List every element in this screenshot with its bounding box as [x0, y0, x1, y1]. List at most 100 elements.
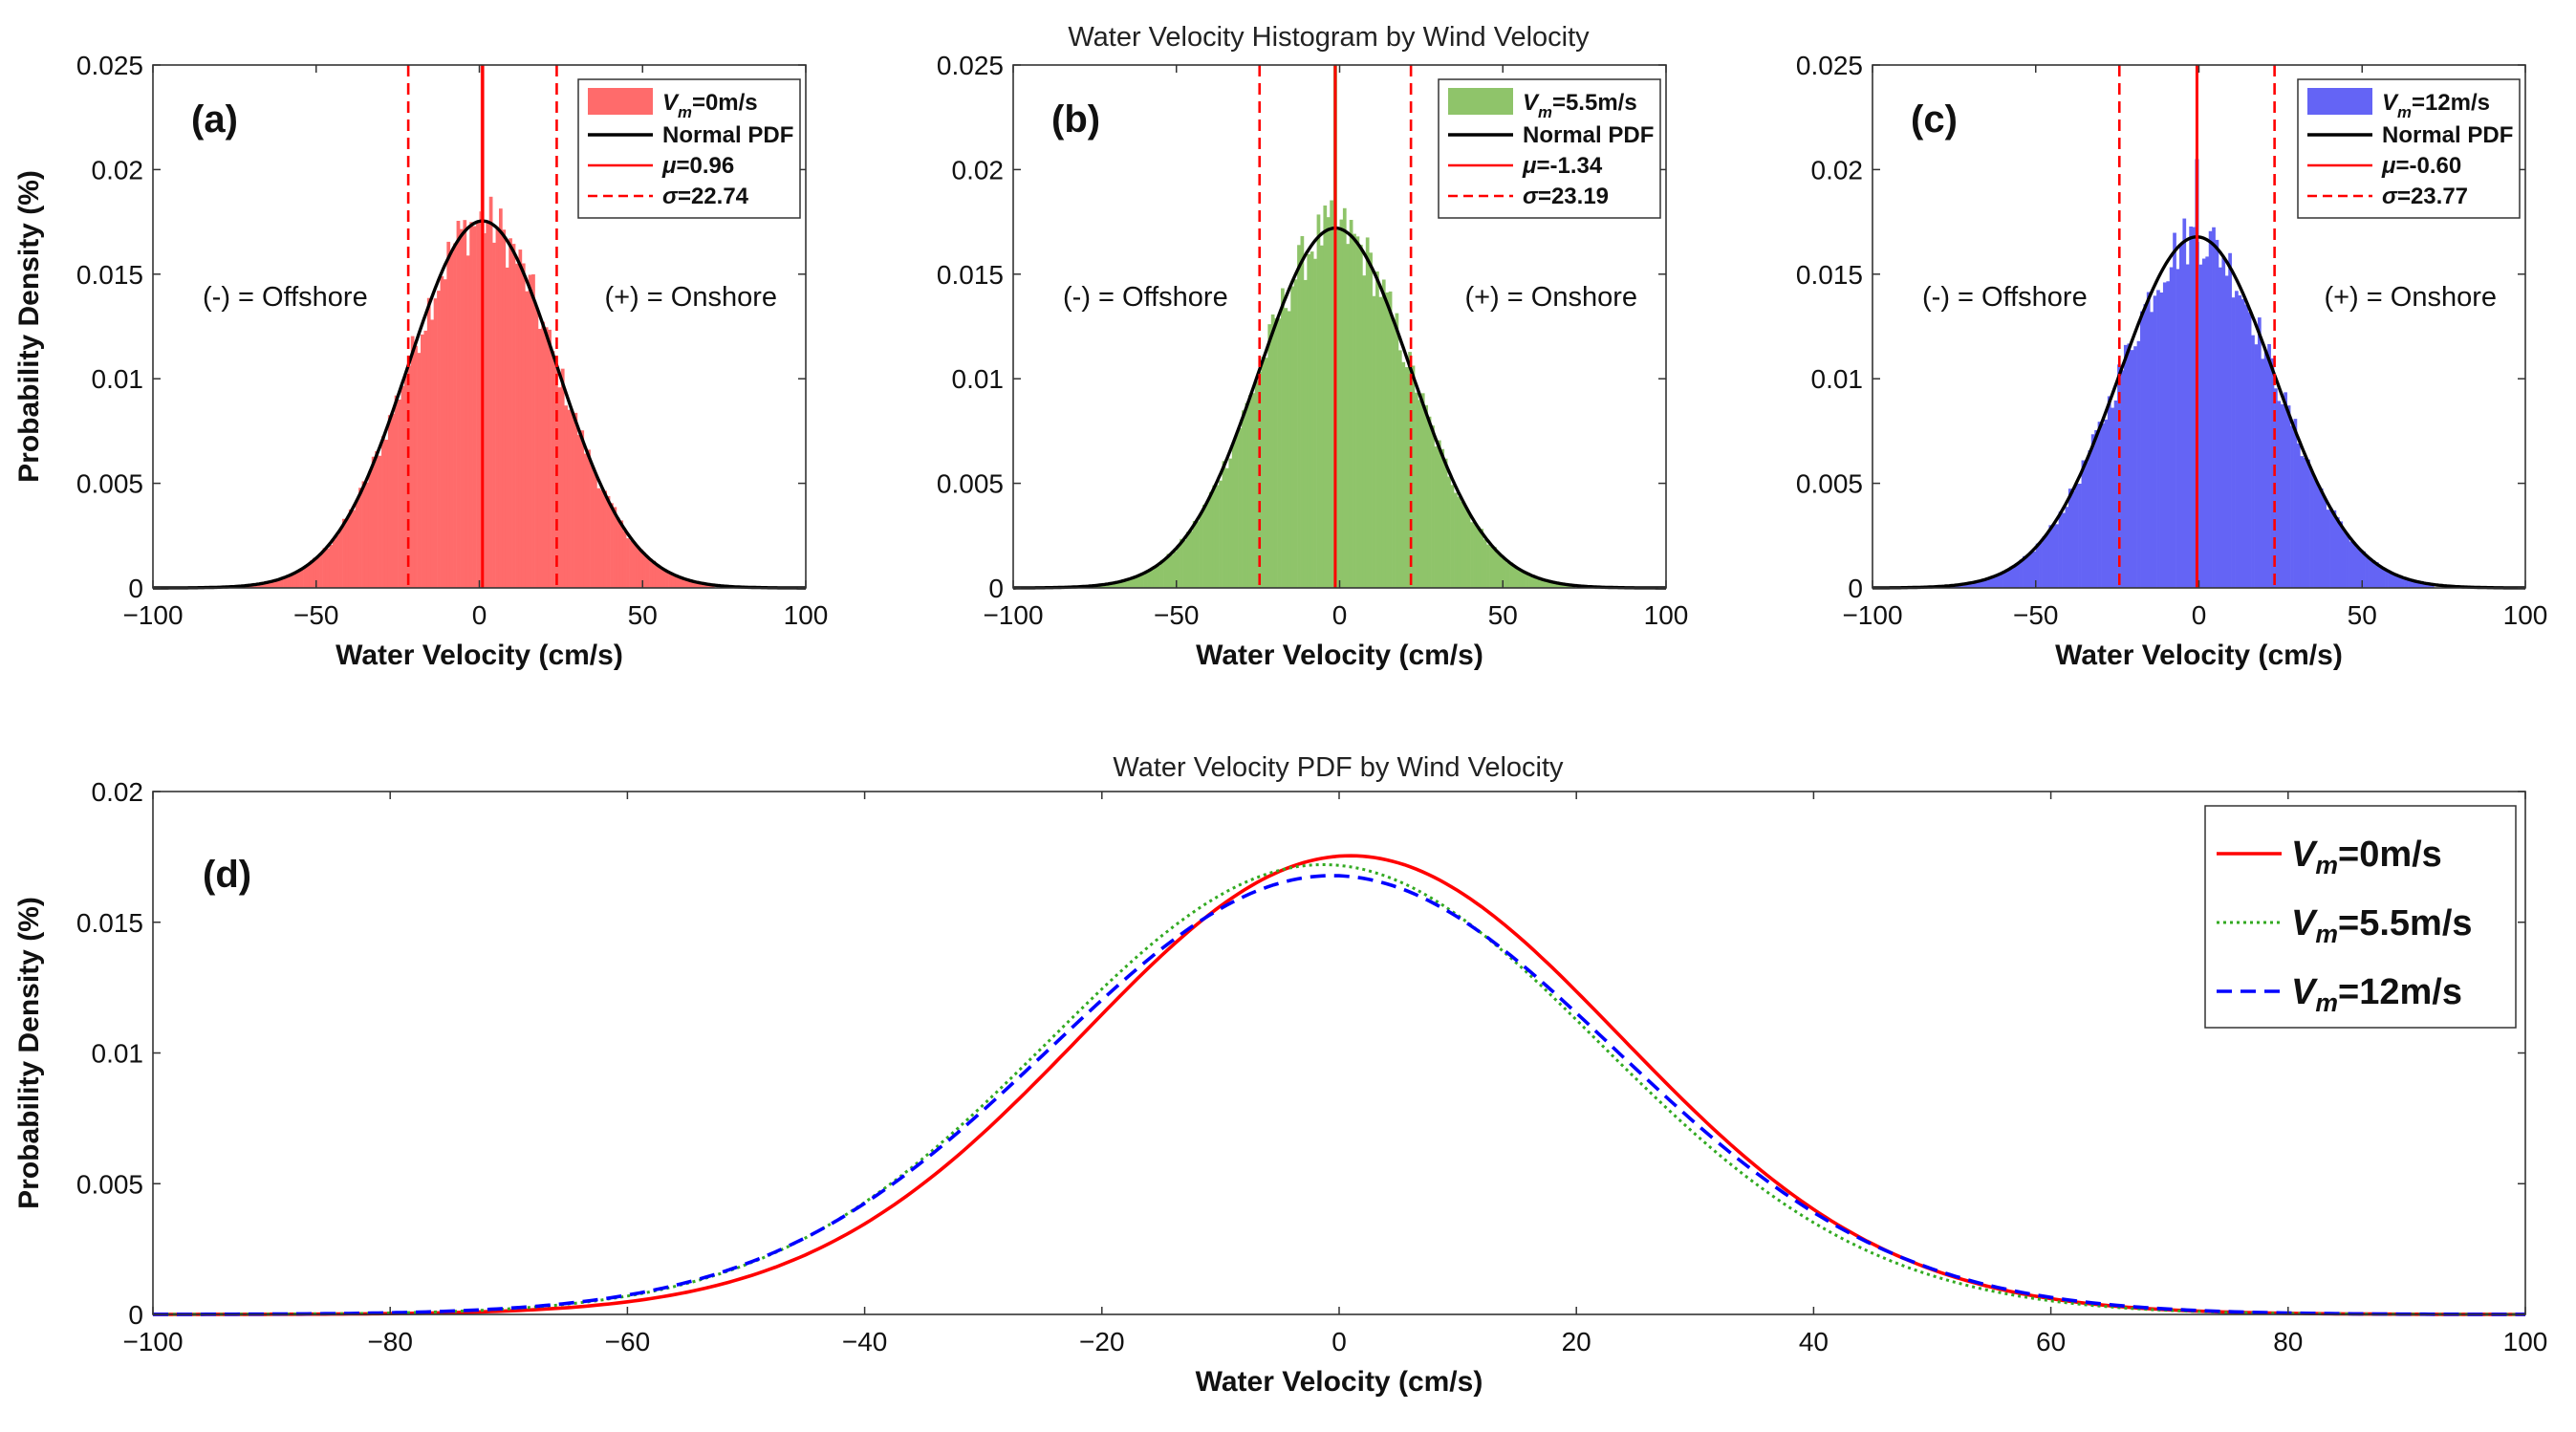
x-tick-label: 50: [628, 600, 658, 630]
histogram-bar: [1281, 288, 1285, 588]
histogram-bar: [2388, 571, 2392, 588]
onshore-note: (+) = Onshore: [604, 282, 777, 313]
legend-swatch-hist: [1448, 88, 1513, 115]
histogram-bar: [2369, 559, 2372, 588]
histogram-bar: [472, 226, 477, 588]
histogram-bar: [2385, 570, 2389, 588]
histogram-bar: [1173, 551, 1178, 588]
histogram-bar: [2401, 576, 2405, 588]
histogram-bar: [694, 582, 699, 588]
histogram-bar: [2169, 267, 2174, 588]
x-tick-label: −100: [1842, 600, 1902, 630]
histogram-bar: [1114, 582, 1118, 588]
histogram-bar: [440, 275, 444, 588]
histogram-bar: [1205, 501, 1210, 588]
histogram-bar: [384, 439, 389, 588]
histogram-bar: [2335, 517, 2340, 588]
histogram-bar: [2397, 575, 2402, 588]
onshore-note: (+) = Onshore: [2324, 282, 2497, 313]
histogram-bar: [1307, 253, 1311, 588]
histogram-bar: [655, 564, 660, 588]
x-tick-label: 0: [1331, 1327, 1347, 1356]
x-axis-label: Water Velocity (cm/s): [1196, 1366, 1483, 1398]
histogram-bar: [1450, 485, 1455, 588]
legend-label-0: Vm=0m/s: [2291, 835, 2442, 879]
histogram-bar: [1108, 583, 1112, 588]
histogram-bar: [551, 351, 555, 588]
histogram-bar: [531, 273, 535, 588]
histogram-bar: [378, 455, 382, 588]
histogram-bar: [502, 229, 507, 589]
histogram-bar: [273, 580, 278, 588]
histogram-bar: [1443, 458, 1448, 588]
histogram-bar: [1989, 577, 1994, 588]
histogram-bar: [1369, 252, 1373, 588]
histogram-bar: [1473, 524, 1478, 588]
histogram-bar: [2153, 295, 2157, 588]
histogram-bar: [453, 243, 457, 588]
histogram-bar: [1454, 492, 1458, 588]
histogram-bar: [2065, 507, 2069, 588]
histogram-bar: [2016, 562, 2020, 588]
histogram-bar: [1963, 583, 1968, 588]
histogram-bar: [2254, 344, 2259, 588]
histogram-bar: [2185, 264, 2190, 588]
histogram-bar: [403, 376, 408, 588]
histogram-bar: [2198, 264, 2203, 588]
histogram-bar: [325, 548, 330, 588]
histogram-bar: [387, 415, 392, 588]
histogram-bar: [688, 580, 692, 588]
histogram-bar: [1346, 244, 1351, 588]
histogram-bar: [2224, 275, 2229, 588]
histogram-bar: [2218, 267, 2222, 588]
histogram-bar: [2173, 232, 2176, 588]
histogram-bar: [1420, 393, 1425, 588]
histogram-bar: [287, 575, 291, 588]
histogram-bar: [267, 582, 271, 588]
y-tick-label: 0.02: [92, 155, 144, 184]
histogram-bar: [460, 228, 464, 588]
histogram-bar: [2208, 230, 2213, 588]
histogram-bar: [2313, 478, 2317, 588]
histogram-bar: [639, 549, 643, 588]
normal-pdf-curve: [153, 219, 806, 590]
histogram-bar: [557, 387, 562, 588]
histogram-bar: [253, 584, 258, 588]
histogram-bar: [2058, 511, 2063, 588]
histogram-bar: [1362, 275, 1367, 588]
histogram-bar: [1480, 529, 1484, 588]
legend-box: [2204, 805, 2517, 1029]
histogram-bar: [1224, 467, 1229, 588]
histogram-bar: [1284, 308, 1288, 588]
y-tick-label: 0.015: [76, 908, 143, 938]
histogram-bar: [276, 579, 281, 588]
histogram-bar: [394, 395, 399, 588]
histogram-bar: [270, 581, 274, 588]
histogram-bar: [511, 244, 516, 588]
histogram-bar: [596, 488, 601, 588]
histogram-bars: [1085, 65, 1575, 589]
panel-label: (b): [1051, 98, 1100, 141]
y-tick-label: 0.025: [76, 51, 143, 80]
histogram-bar: [1505, 562, 1510, 588]
histogram-bar: [1983, 578, 1987, 588]
histogram-bar: [1535, 576, 1540, 588]
x-tick-label: 80: [2273, 1327, 2303, 1356]
histogram-bar: [684, 579, 689, 588]
legend-label-hist: Vm=0m/s: [662, 90, 758, 121]
histogram-bar: [1447, 476, 1451, 588]
histogram-bar: [1212, 485, 1217, 588]
histogram-bar: [1476, 526, 1481, 588]
histogram-bar: [1538, 578, 1543, 588]
y-axis-label: Probability Density (%): [13, 170, 45, 483]
histogram-bar: [2146, 292, 2151, 588]
histogram-bar: [2133, 346, 2137, 588]
histogram-bar: [2205, 256, 2210, 588]
histogram-bar: [2284, 392, 2288, 588]
histogram-bar: [707, 584, 712, 588]
histogram-bar: [1996, 575, 2001, 588]
histogram-bar: [1264, 358, 1268, 588]
histogram-bar: [476, 221, 480, 588]
histogram-bar: [2346, 534, 2349, 588]
